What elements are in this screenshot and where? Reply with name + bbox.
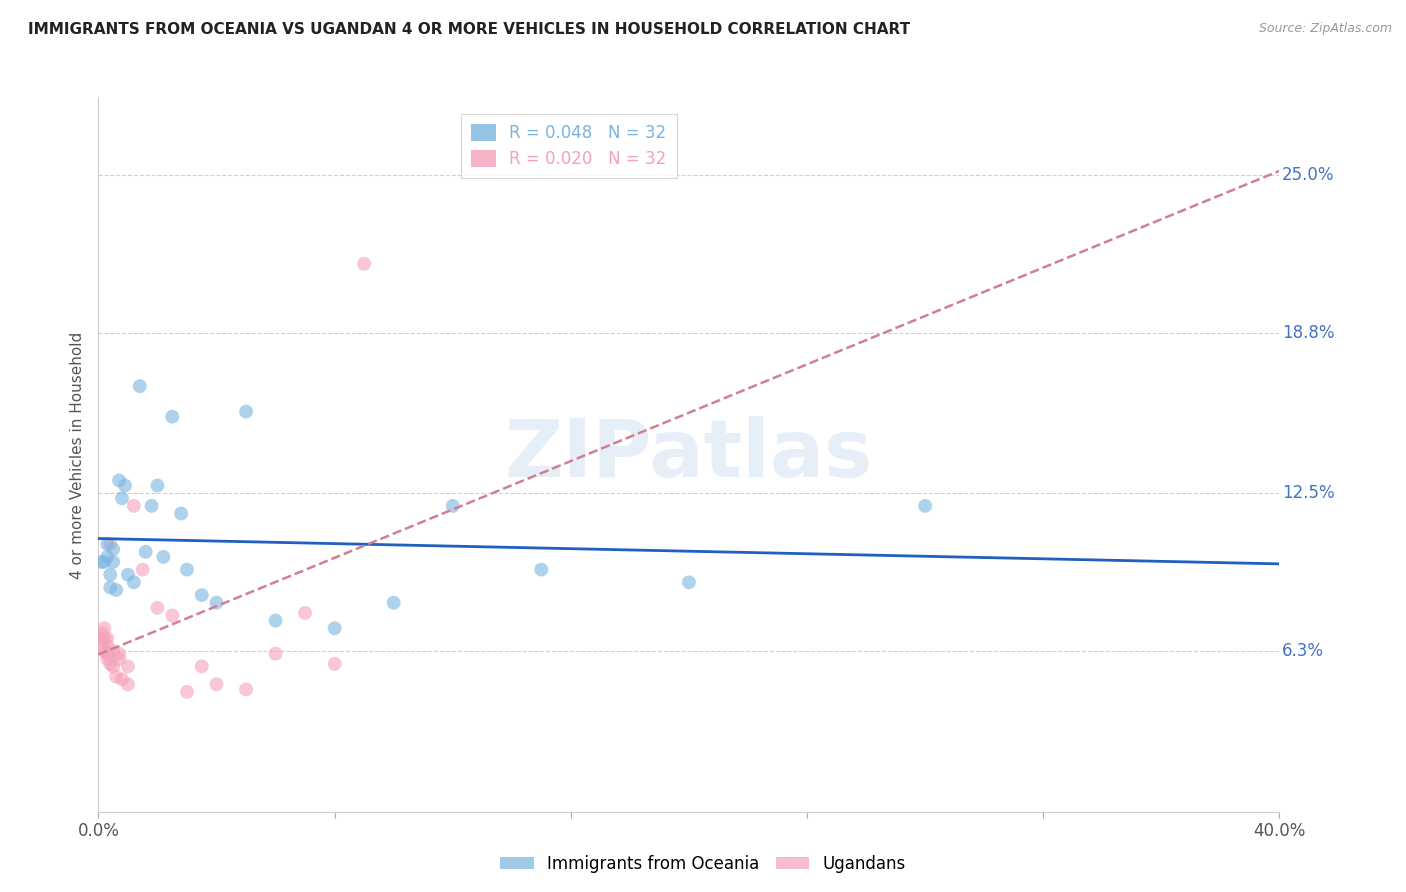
Point — [441, 499, 464, 513]
Point — [98, 581, 121, 595]
Legend: R = 0.048   N = 32, R = 0.020   N = 32: R = 0.048 N = 32, R = 0.020 N = 32 — [461, 113, 676, 178]
Point — [90, 632, 112, 646]
Y-axis label: 4 or more Vehicles in Household: 4 or more Vehicles in Household — [69, 331, 84, 579]
Text: Source: ZipAtlas.com: Source: ZipAtlas.com — [1258, 22, 1392, 36]
Point — [98, 537, 121, 551]
Point — [152, 549, 174, 564]
Point — [135, 545, 157, 559]
Point — [128, 379, 150, 393]
Point — [122, 499, 145, 513]
Point — [96, 647, 118, 661]
Point — [117, 677, 139, 691]
Point — [264, 614, 287, 628]
Point — [191, 659, 214, 673]
Point — [96, 549, 118, 564]
Point — [96, 632, 118, 646]
Point — [323, 621, 346, 635]
Point — [146, 600, 169, 615]
Point — [117, 659, 139, 673]
Point — [382, 596, 405, 610]
Legend: Immigrants from Oceania, Ugandans: Immigrants from Oceania, Ugandans — [494, 848, 912, 880]
Point — [141, 499, 163, 513]
Point — [914, 499, 936, 513]
Point — [111, 491, 134, 506]
Point — [108, 474, 131, 488]
Text: IMMIGRANTS FROM OCEANIA VS UGANDAN 4 OR MORE VEHICLES IN HOUSEHOLD CORRELATION C: IMMIGRANTS FROM OCEANIA VS UGANDAN 4 OR … — [28, 22, 910, 37]
Point — [96, 652, 118, 666]
Point — [191, 588, 214, 602]
Point — [93, 644, 115, 658]
Point — [353, 257, 375, 271]
Text: ZIPatlas: ZIPatlas — [505, 416, 873, 494]
Point — [108, 652, 131, 666]
Point — [205, 677, 228, 691]
Point — [93, 621, 115, 635]
Text: 25.0%: 25.0% — [1282, 166, 1334, 184]
Point — [103, 542, 125, 557]
Point — [105, 582, 128, 597]
Point — [96, 537, 118, 551]
Point — [176, 685, 198, 699]
Point — [176, 563, 198, 577]
Point — [114, 478, 136, 492]
Text: 6.3%: 6.3% — [1282, 642, 1324, 660]
Point — [98, 657, 121, 671]
Point — [93, 632, 115, 646]
Point — [103, 644, 125, 658]
Point — [323, 657, 346, 671]
Text: 18.8%: 18.8% — [1282, 324, 1334, 342]
Point — [264, 647, 287, 661]
Point — [103, 659, 125, 673]
Point — [111, 672, 134, 686]
Point — [146, 478, 169, 492]
Point — [235, 404, 257, 418]
Point — [678, 575, 700, 590]
Point — [90, 555, 112, 569]
Point — [235, 682, 257, 697]
Point — [103, 555, 125, 569]
Point — [162, 409, 183, 424]
Point — [162, 608, 183, 623]
Point — [96, 639, 118, 653]
Point — [170, 507, 193, 521]
Point — [122, 575, 145, 590]
Point — [98, 567, 121, 582]
Point — [117, 567, 139, 582]
Point — [294, 606, 316, 620]
Point — [90, 626, 112, 640]
Point — [530, 563, 553, 577]
Point — [132, 563, 155, 577]
Point — [90, 639, 112, 653]
Point — [93, 555, 115, 569]
Point — [205, 596, 228, 610]
Text: 12.5%: 12.5% — [1282, 484, 1334, 502]
Point — [108, 647, 131, 661]
Point — [105, 670, 128, 684]
